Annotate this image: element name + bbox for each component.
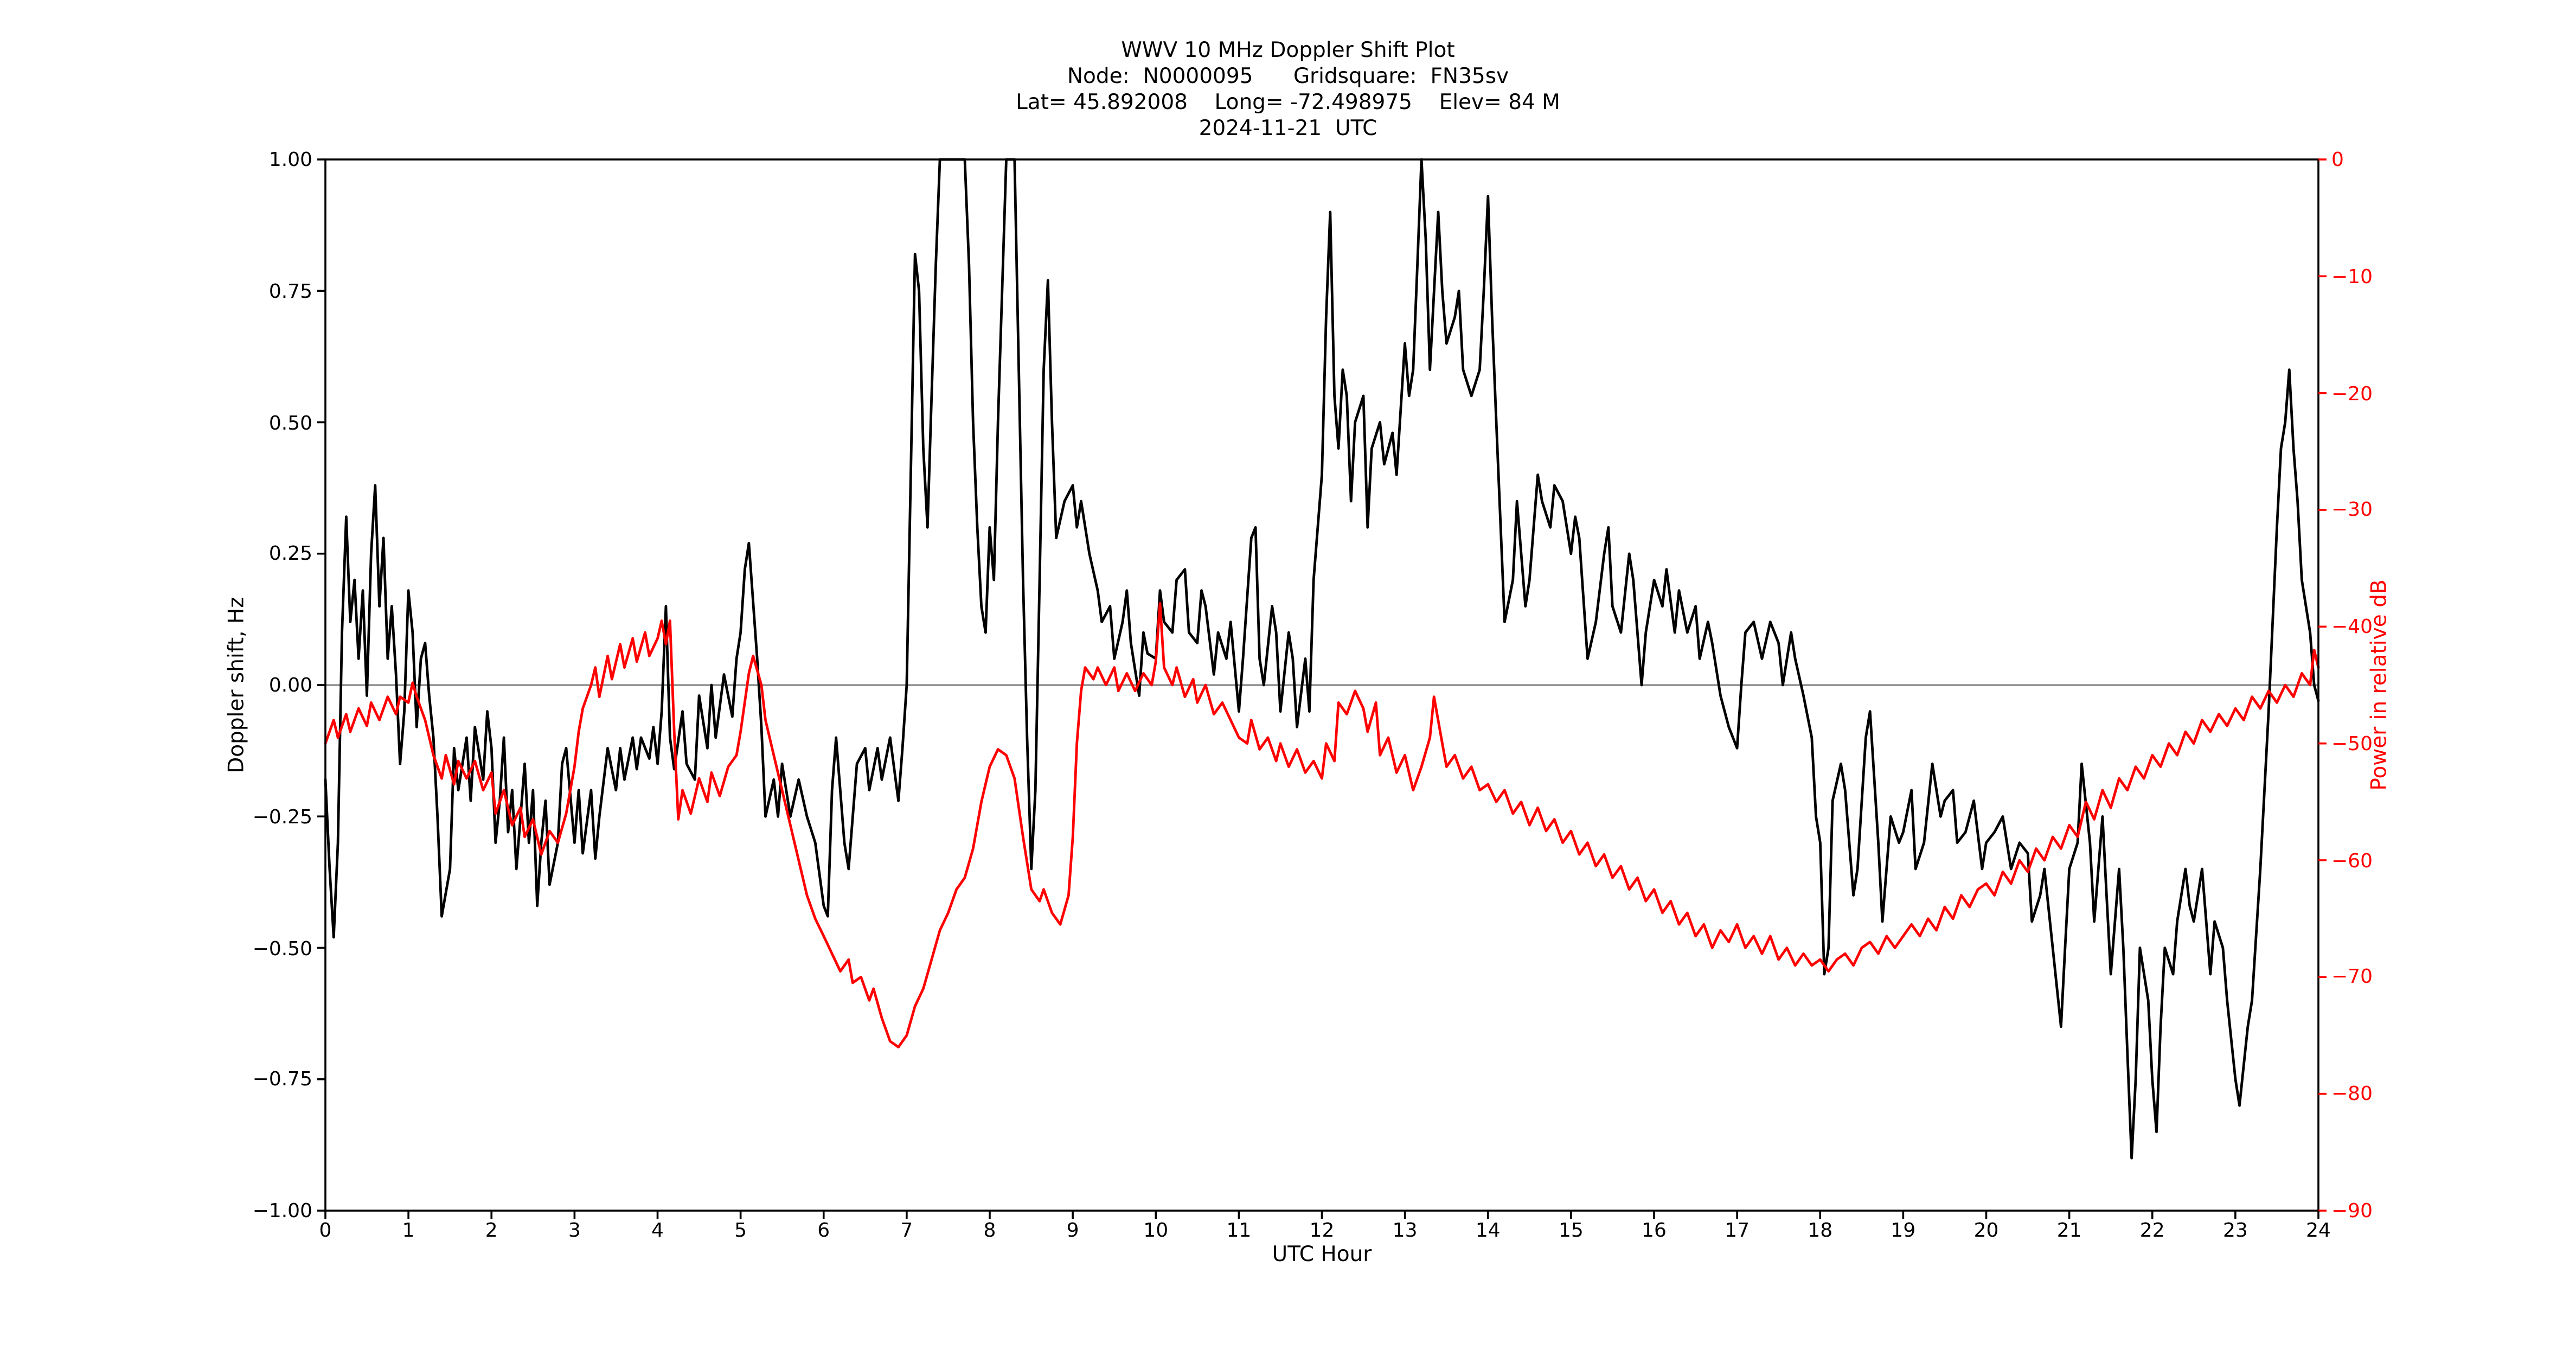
y-right-tick-label: −20 <box>2331 381 2373 405</box>
y-right-tick-label: −50 <box>2331 732 2373 755</box>
x-tick-label: 3 <box>568 1219 581 1242</box>
y-left-tick-label: 0.75 <box>268 279 312 303</box>
y-left-tick-label: −0.75 <box>252 1067 312 1091</box>
plot-subtitle-date: 2024-11-21 UTC <box>1199 117 1377 142</box>
y-right-tick-label: −40 <box>2331 615 2373 638</box>
x-tick-label: 15 <box>1558 1219 1584 1242</box>
x-tick-label: 22 <box>2139 1219 2165 1242</box>
y-right-tick-label: −30 <box>2331 498 2373 521</box>
y-left-tick-label: 1.00 <box>268 148 312 171</box>
x-tick-label: 11 <box>1226 1219 1252 1242</box>
x-tick-label: 1 <box>402 1219 415 1242</box>
x-tick-label: 16 <box>1642 1219 1667 1242</box>
series-doppler-shift <box>324 158 2320 1160</box>
x-tick-label: 19 <box>1891 1219 1916 1242</box>
x-tick-label: 6 <box>817 1219 830 1242</box>
x-tick-label: 8 <box>983 1219 996 1242</box>
y-left-tick-label: 0.50 <box>268 411 312 434</box>
x-axis-label: UTC Hour <box>1272 1243 1372 1268</box>
x-tick-label: 18 <box>1808 1219 1833 1242</box>
x-tick-label: 21 <box>2056 1219 2082 1242</box>
plot-title: WWV 10 MHz Doppler Shift Plot <box>1121 39 1455 63</box>
y-left-tick-label: 0.00 <box>268 674 312 696</box>
y-right-tick-label: −10 <box>2331 265 2373 288</box>
y-left-tick-label: 0.25 <box>268 542 312 565</box>
x-tick-label: 10 <box>1143 1219 1169 1242</box>
x-tick-label: 9 <box>1066 1219 1079 1242</box>
x-tick-label: 5 <box>734 1219 747 1242</box>
x-tick-label: 23 <box>2222 1219 2248 1242</box>
x-tick-label: 2 <box>485 1219 498 1242</box>
x-tick-label: 20 <box>1973 1219 1999 1242</box>
x-tick-label: 4 <box>651 1219 664 1242</box>
x-tick-label: 14 <box>1475 1219 1501 1242</box>
x-tick-label: 12 <box>1309 1219 1335 1242</box>
y-left-tick-label: −1.00 <box>252 1199 312 1222</box>
y-left-tick-label: −0.25 <box>252 805 312 828</box>
y-right-tick-label: −80 <box>2331 1082 2373 1105</box>
series-relative-power <box>324 602 2320 1048</box>
y-left-tick-label: −0.50 <box>252 936 312 960</box>
x-tick-label: 7 <box>900 1219 913 1242</box>
x-tick-label: 17 <box>1725 1219 1750 1242</box>
y-axis-right-label: Power in relative dB <box>2368 579 2393 791</box>
y-right-tick-label: 0 <box>2331 148 2344 171</box>
plot-subtitle-node: Node: N0000095 Gridsquare: FN35sv <box>1067 65 1509 89</box>
y-right-tick-label: −90 <box>2331 1199 2373 1222</box>
plot-title-block: WWV 10 MHz Doppler Shift Plot Node: N000… <box>0 39 2576 143</box>
y-right-tick-label: −70 <box>2331 965 2373 989</box>
x-tick-label: 13 <box>1392 1219 1418 1242</box>
y-right-tick-label: −60 <box>2331 848 2373 872</box>
x-tick-label: 24 <box>2306 1219 2331 1242</box>
x-tick-label: 0 <box>319 1219 332 1242</box>
plot-subtitle-location: Lat= 45.892008 Long= -72.498975 Elev= 84… <box>1016 91 1560 116</box>
